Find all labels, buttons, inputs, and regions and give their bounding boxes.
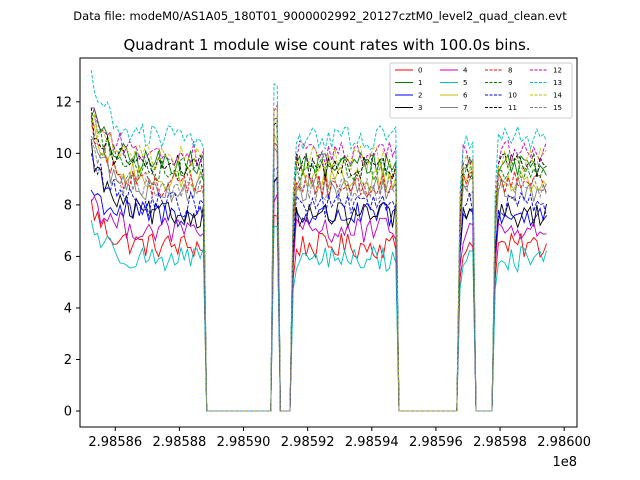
series-line-10 — [90, 153, 547, 412]
x-tick-label: 2.98596 — [409, 435, 463, 450]
x-tick-label: 2.98586 — [88, 435, 142, 450]
legend-label-15: 15 — [553, 104, 562, 112]
x-axis-ticks: 2.98586 2.98588 2.98590 2.98592 2.98594 2.985… — [88, 427, 591, 450]
series-line-2 — [90, 176, 547, 412]
x-tick-label: 2.98590 — [217, 435, 271, 450]
x-tick-label: 2.98600 — [537, 435, 591, 450]
y-tick-label: 2 — [64, 353, 72, 368]
legend-label-8: 8 — [508, 67, 512, 75]
series-line-15 — [90, 140, 547, 412]
x-tick-label: 2.98598 — [473, 435, 527, 450]
legend-label-0: 0 — [418, 67, 422, 75]
legend-label-7: 7 — [463, 104, 467, 112]
series-line-12 — [91, 103, 547, 412]
legend-label-9: 9 — [508, 79, 512, 87]
series-line-0 — [90, 199, 547, 412]
legend-label-11: 11 — [508, 104, 517, 112]
legend-label-3: 3 — [418, 104, 422, 112]
y-tick-label: 10 — [55, 147, 72, 162]
series-line-3 — [90, 139, 547, 412]
chart-suptitle: Data file: modeM0/AS1A05_180T01_90000029… — [73, 9, 567, 23]
series-line-13 — [90, 69, 547, 412]
legend-label-13: 13 — [553, 79, 562, 87]
plot-lines — [90, 69, 547, 412]
x-offset-label: 1e8 — [552, 455, 577, 470]
legend-label-10: 10 — [508, 92, 517, 100]
axes-frame — [79, 57, 578, 428]
y-tick-label: 6 — [64, 250, 72, 265]
legend-label-1: 1 — [418, 79, 422, 87]
chart-title: Quadrant 1 module wise count rates with … — [123, 36, 530, 54]
series-line-8 — [90, 116, 547, 412]
legend-frame — [389, 62, 573, 119]
y-tick-label: 12 — [55, 95, 72, 110]
legend-label-6: 6 — [463, 92, 468, 100]
legend-label-5: 5 — [463, 79, 467, 87]
legend-label-2: 2 — [418, 92, 422, 100]
y-axis-ticks: 0 2 4 6 8 10 12 — [55, 95, 80, 420]
series-line-9 — [90, 114, 547, 412]
y-tick-label: 0 — [64, 405, 72, 420]
legend-label-4: 4 — [463, 67, 468, 75]
series-line-14 — [90, 108, 547, 412]
x-tick-label: 2.98592 — [281, 435, 335, 450]
series-line-1 — [90, 107, 547, 412]
y-tick-label: 8 — [64, 198, 72, 213]
x-tick-label: 2.98588 — [153, 435, 207, 450]
y-tick-label: 4 — [64, 301, 72, 316]
series-line-4 — [90, 193, 547, 412]
x-tick-label: 2.98594 — [345, 435, 399, 450]
legend-label-14: 14 — [553, 92, 562, 100]
series-line-5 — [90, 220, 547, 412]
series-line-11 — [90, 107, 547, 412]
legend-label-12: 12 — [553, 67, 562, 75]
